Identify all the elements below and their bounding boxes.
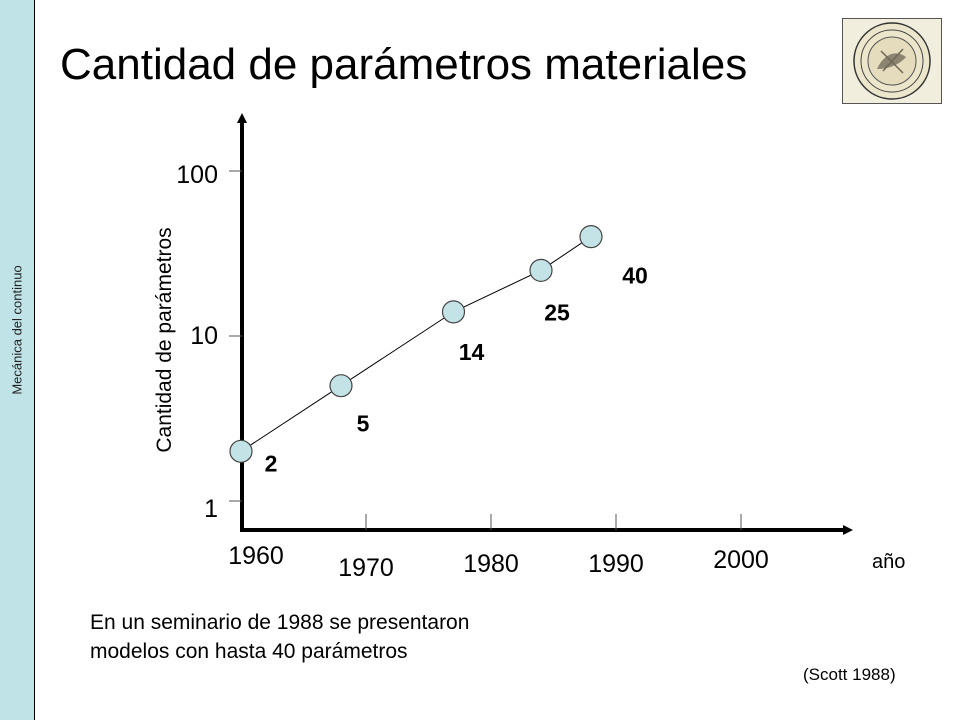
source-citation: (Scott 1988) (803, 665, 896, 684)
x-axis-label: año (872, 551, 905, 573)
y-tick-label: 10 (190, 322, 218, 350)
data-label: 5 (357, 411, 370, 437)
data-point (329, 374, 353, 398)
x-tick-label: 2000 (713, 546, 769, 574)
y-tick-label: 1 (204, 495, 218, 523)
y-tick-label: 100 (176, 161, 218, 189)
caption: En un seminario de 1988 se presentaron m… (90, 608, 650, 666)
caption-line-2: modelos con hasta 40 parámetros (90, 640, 408, 663)
university-seal-logo (842, 18, 942, 104)
seal-icon (853, 22, 931, 100)
x-tick-label: 1960 (228, 542, 284, 570)
data-point (441, 300, 466, 324)
x-tick-label: 1990 (588, 550, 644, 578)
data-point (579, 225, 603, 249)
sidebar-strip: Mecánica del continuo (0, 0, 35, 720)
y-axis-label: Cantidad de parámetros (153, 227, 176, 452)
data-point (529, 258, 553, 282)
data-label: 14 (459, 339, 485, 365)
data-label: 25 (544, 299, 570, 325)
x-tick-label: 1980 (463, 550, 519, 578)
data-point (229, 439, 253, 463)
data-label: 2 (265, 450, 278, 476)
slide-title: Cantidad de parámetros materiales (60, 40, 748, 89)
x-tick-label: 1970 (338, 554, 394, 582)
caption-line-1: En un seminario de 1988 se presentaron (90, 611, 470, 634)
data-label: 40 (622, 263, 648, 289)
